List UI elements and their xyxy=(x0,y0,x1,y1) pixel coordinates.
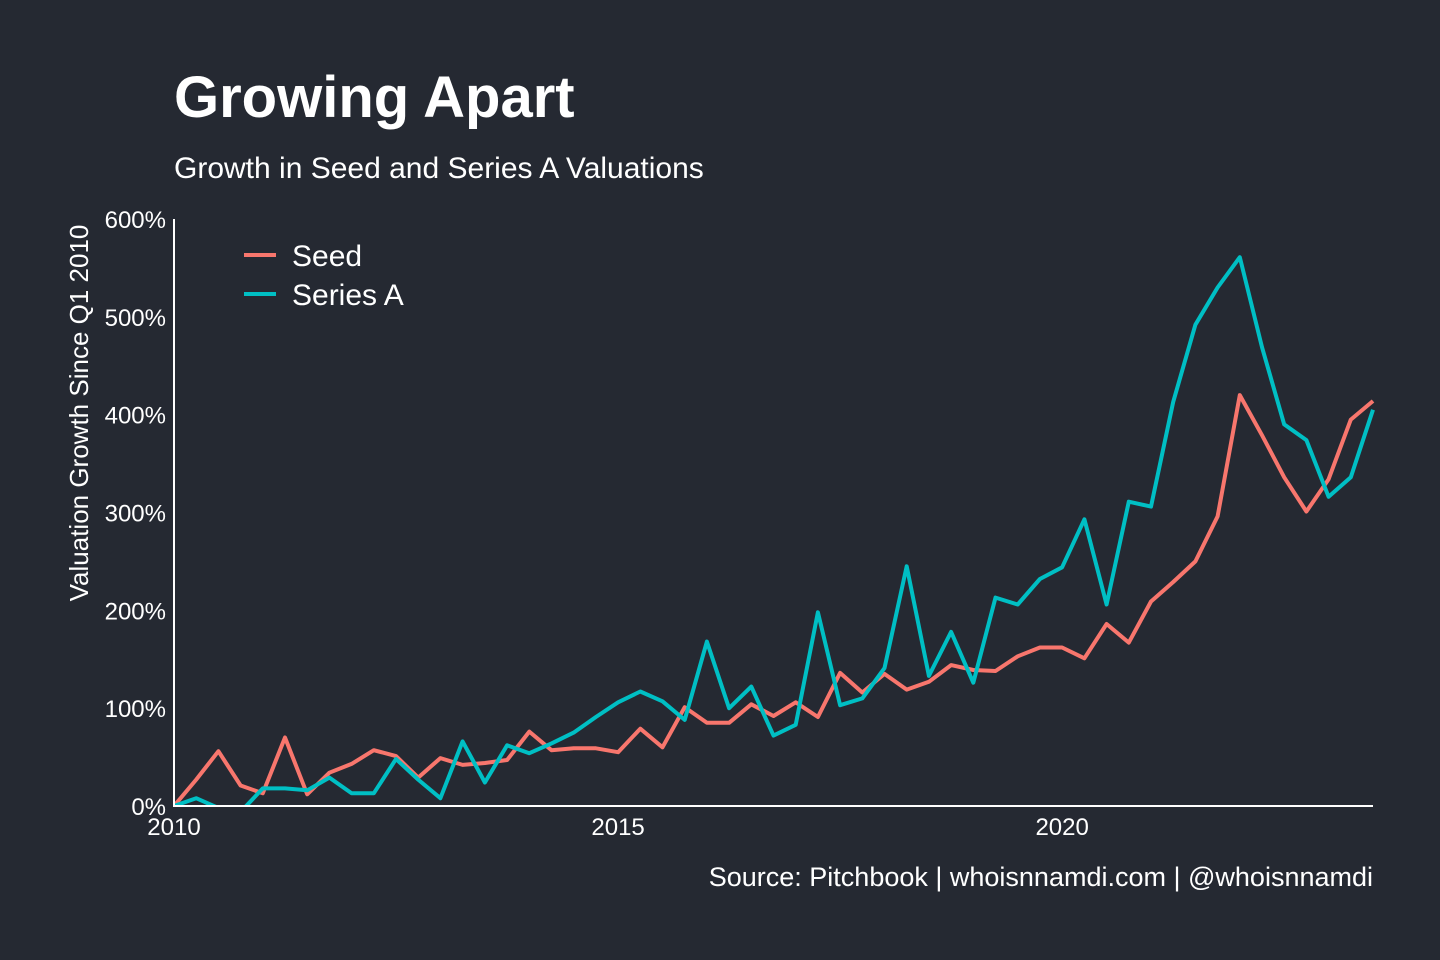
chart-subtitle: Growth in Seed and Series A Valuations xyxy=(174,152,704,185)
legend-label: Seed xyxy=(292,240,362,273)
y-tick-label: 200% xyxy=(105,598,166,625)
x-tick-label: 2015 xyxy=(591,814,644,841)
legend: Seed Series A xyxy=(244,240,404,312)
series-line-series-a xyxy=(174,255,1375,806)
y-tick-label: 0% xyxy=(131,794,166,821)
series-line-seed xyxy=(174,393,1375,806)
chart-title: Growing Apart xyxy=(174,65,575,130)
source-caption: Source: Pitchbook | whoisnnamdi.com | @w… xyxy=(709,862,1373,892)
y-tick-label: 500% xyxy=(105,305,166,332)
y-tick-label: 300% xyxy=(105,501,166,528)
legend-item: Seed xyxy=(244,240,362,273)
y-tick-label: 400% xyxy=(105,403,166,430)
legend-label: Series A xyxy=(292,279,404,312)
legend-item: Series A xyxy=(244,279,404,312)
y-axis-label: Valuation Growth Since Q1 2010 xyxy=(64,225,94,602)
y-tick-label: 600% xyxy=(105,207,166,234)
x-tick-label: 2020 xyxy=(1035,814,1088,841)
axes: 0% 100% 200% 300% 400% 500% 600% 2010 2015 2020 xyxy=(105,207,1373,841)
y-tick-label: 100% xyxy=(105,696,166,723)
series-layer xyxy=(174,255,1375,806)
x-tick-label: 2010 xyxy=(147,814,200,841)
